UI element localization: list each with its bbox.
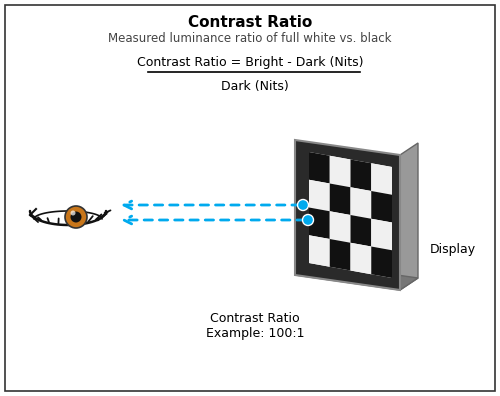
- Circle shape: [65, 206, 87, 228]
- Polygon shape: [350, 243, 371, 274]
- Polygon shape: [350, 187, 371, 219]
- Polygon shape: [309, 208, 330, 239]
- Text: Contrast Ratio = Bright - Dark (Nits): Contrast Ratio = Bright - Dark (Nits): [137, 55, 363, 69]
- Polygon shape: [400, 143, 418, 290]
- Polygon shape: [330, 211, 350, 243]
- Polygon shape: [309, 152, 330, 183]
- Polygon shape: [309, 235, 330, 267]
- Circle shape: [298, 200, 308, 211]
- Polygon shape: [330, 183, 350, 215]
- Polygon shape: [309, 152, 392, 278]
- Polygon shape: [371, 246, 392, 278]
- Text: Contrast Ratio: Contrast Ratio: [188, 15, 312, 29]
- Polygon shape: [309, 180, 330, 211]
- Circle shape: [70, 211, 82, 223]
- Polygon shape: [330, 156, 350, 187]
- Polygon shape: [295, 263, 418, 290]
- Text: Measured luminance ratio of full white vs. black: Measured luminance ratio of full white v…: [108, 32, 392, 44]
- Text: Dark (Nits): Dark (Nits): [221, 80, 289, 93]
- Polygon shape: [350, 215, 371, 246]
- Polygon shape: [330, 239, 350, 270]
- Circle shape: [70, 211, 76, 215]
- Text: Example: 100:1: Example: 100:1: [206, 326, 304, 339]
- Polygon shape: [371, 163, 392, 195]
- Text: Contrast Ratio: Contrast Ratio: [210, 312, 300, 324]
- Polygon shape: [371, 219, 392, 250]
- Circle shape: [302, 215, 314, 225]
- Polygon shape: [295, 140, 400, 290]
- Text: Display: Display: [430, 244, 476, 257]
- Polygon shape: [350, 160, 371, 191]
- Polygon shape: [371, 191, 392, 223]
